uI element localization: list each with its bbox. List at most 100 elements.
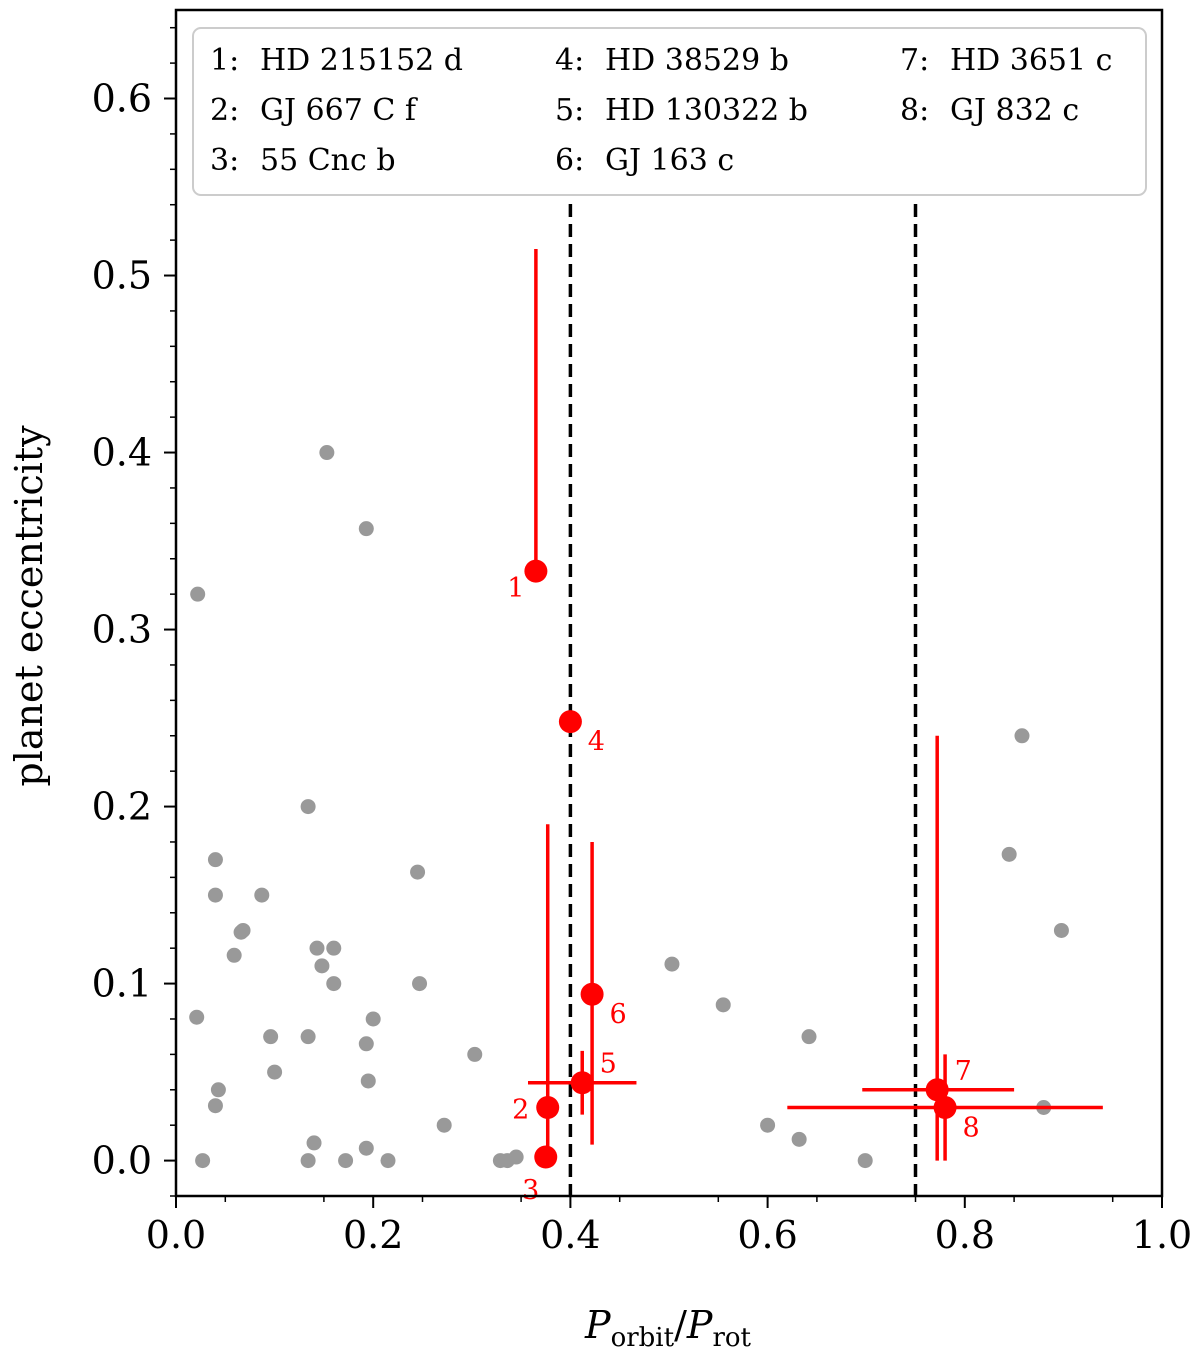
- background-point: [760, 1117, 776, 1133]
- background-point: [326, 976, 342, 992]
- background-point: [338, 1153, 354, 1169]
- background-point: [360, 1073, 376, 1089]
- background-point: [306, 1135, 322, 1151]
- background-point: [791, 1131, 807, 1147]
- legend-entry-number: 1:: [210, 43, 239, 78]
- x-tick-label: 1.0: [1132, 1213, 1192, 1257]
- highlight-point-3: [534, 1145, 558, 1169]
- legend-entry: 1: HD 215152 d: [210, 43, 463, 78]
- background-point: [267, 1064, 283, 1080]
- y-tick-label: 0.2: [92, 785, 152, 829]
- x-tick-label: 0.2: [343, 1213, 403, 1257]
- background-point: [319, 445, 335, 461]
- legend-entry: 6: GJ 163 c: [555, 143, 734, 178]
- legend-entry-number: 2:: [210, 93, 239, 128]
- highlight-point-7: [925, 1078, 949, 1102]
- background-point: [801, 1029, 817, 1045]
- legend-entry: 7: HD 3651 c: [900, 43, 1112, 78]
- background-point: [358, 1140, 374, 1156]
- background-points: [189, 445, 1069, 1169]
- background-point: [436, 1117, 452, 1133]
- background-point: [1053, 922, 1069, 938]
- background-point: [189, 1009, 205, 1025]
- planet-label-8: 8: [962, 1112, 979, 1143]
- background-point: [300, 1153, 316, 1169]
- background-point: [1001, 846, 1017, 862]
- legend-entry: 5: HD 130322 b: [555, 93, 808, 128]
- y-tick-label: 0.1: [92, 962, 152, 1006]
- planet-label-7: 7: [955, 1056, 972, 1087]
- y-tick-label: 0.6: [92, 77, 152, 121]
- background-point: [300, 1029, 316, 1045]
- legend-entry-number: 6:: [555, 143, 584, 178]
- background-point: [309, 940, 325, 956]
- highlighted-planets: [524, 559, 957, 1169]
- planet-label-6: 6: [609, 999, 626, 1030]
- legend-entry-name: GJ 667 C f: [260, 93, 418, 128]
- legend-entry: 8: GJ 832 c: [900, 93, 1079, 128]
- background-point: [195, 1153, 211, 1169]
- legend-entry: 3: 55 Cnc b: [210, 143, 396, 178]
- x-tick-label: 0.8: [935, 1213, 995, 1257]
- background-point: [254, 887, 270, 903]
- background-point: [467, 1046, 483, 1062]
- highlight-point-4: [558, 710, 582, 734]
- background-point: [314, 958, 330, 974]
- highlight-point-2: [536, 1095, 560, 1119]
- x-tick-label: 0.4: [540, 1213, 600, 1257]
- legend-entry-number: 7:: [900, 43, 929, 78]
- background-point: [190, 586, 206, 602]
- legend-entry-name: HD 215152 d: [260, 43, 463, 78]
- background-point: [410, 864, 426, 880]
- planet-label-4: 4: [588, 727, 605, 758]
- background-point: [508, 1149, 524, 1165]
- background-point: [358, 1036, 374, 1052]
- y-tick-label: 0.5: [92, 254, 152, 298]
- x-tick-label: 0.0: [146, 1213, 206, 1257]
- background-point: [365, 1011, 381, 1027]
- background-point: [226, 947, 242, 963]
- legend-entry-number: 5:: [555, 93, 584, 128]
- background-point: [263, 1029, 279, 1045]
- x-tick-label: 0.6: [737, 1213, 797, 1257]
- legend: 1: HD 215152 d 2: GJ 667 C f 3: 55 Cnc b 4: HD …: [192, 27, 1147, 196]
- planet-label-2: 2: [512, 1094, 529, 1125]
- highlight-point-5: [570, 1071, 594, 1095]
- highlight-point-1: [524, 559, 548, 583]
- y-tick-label: 0.0: [92, 1139, 152, 1183]
- legend-entry-number: 4:: [555, 43, 584, 78]
- legend-entry-number: 3:: [210, 143, 239, 178]
- legend-box: [192, 27, 1147, 196]
- x-axis-title-p1: P: [584, 1303, 612, 1347]
- background-point: [412, 976, 428, 992]
- background-point: [1014, 728, 1030, 744]
- background-point: [715, 997, 731, 1013]
- background-point: [857, 1153, 873, 1169]
- highlight-point-8: [933, 1095, 957, 1119]
- background-point: [664, 956, 680, 972]
- background-point: [207, 1098, 223, 1114]
- legend-entry: 2: GJ 667 C f: [210, 93, 418, 128]
- x-axis-title-sub1: orbit: [611, 1323, 675, 1351]
- highlight-point-6: [580, 982, 604, 1006]
- background-point: [207, 852, 223, 868]
- background-point: [358, 521, 374, 537]
- x-axis-title-slash: /: [674, 1303, 687, 1347]
- legend-entry-name: HD 130322 b: [605, 93, 808, 128]
- x-axis-title: Porbit/Prot: [584, 1303, 752, 1351]
- background-point: [380, 1153, 396, 1169]
- reference-lines: [568, 204, 918, 1196]
- axes: 0.0 0.2 0.4 0.6 0.8 1.0 0.0 0.1 0.2 0.3 0.4 0.5 0.6: [92, 8, 1192, 1257]
- y-tick-label: 0.3: [92, 608, 152, 652]
- legend-entry-name: HD 38529 b: [605, 43, 789, 78]
- legend-entry: 4: HD 38529 b: [555, 43, 789, 78]
- planet-label-3: 3: [522, 1175, 539, 1206]
- plot-frame: [174, 8, 1164, 1198]
- background-point: [210, 1082, 226, 1098]
- background-point: [300, 799, 316, 815]
- legend-entry-name: GJ 163 c: [605, 143, 734, 178]
- planet-label-5: 5: [600, 1049, 617, 1080]
- legend-entry-name: GJ 832 c: [950, 93, 1079, 128]
